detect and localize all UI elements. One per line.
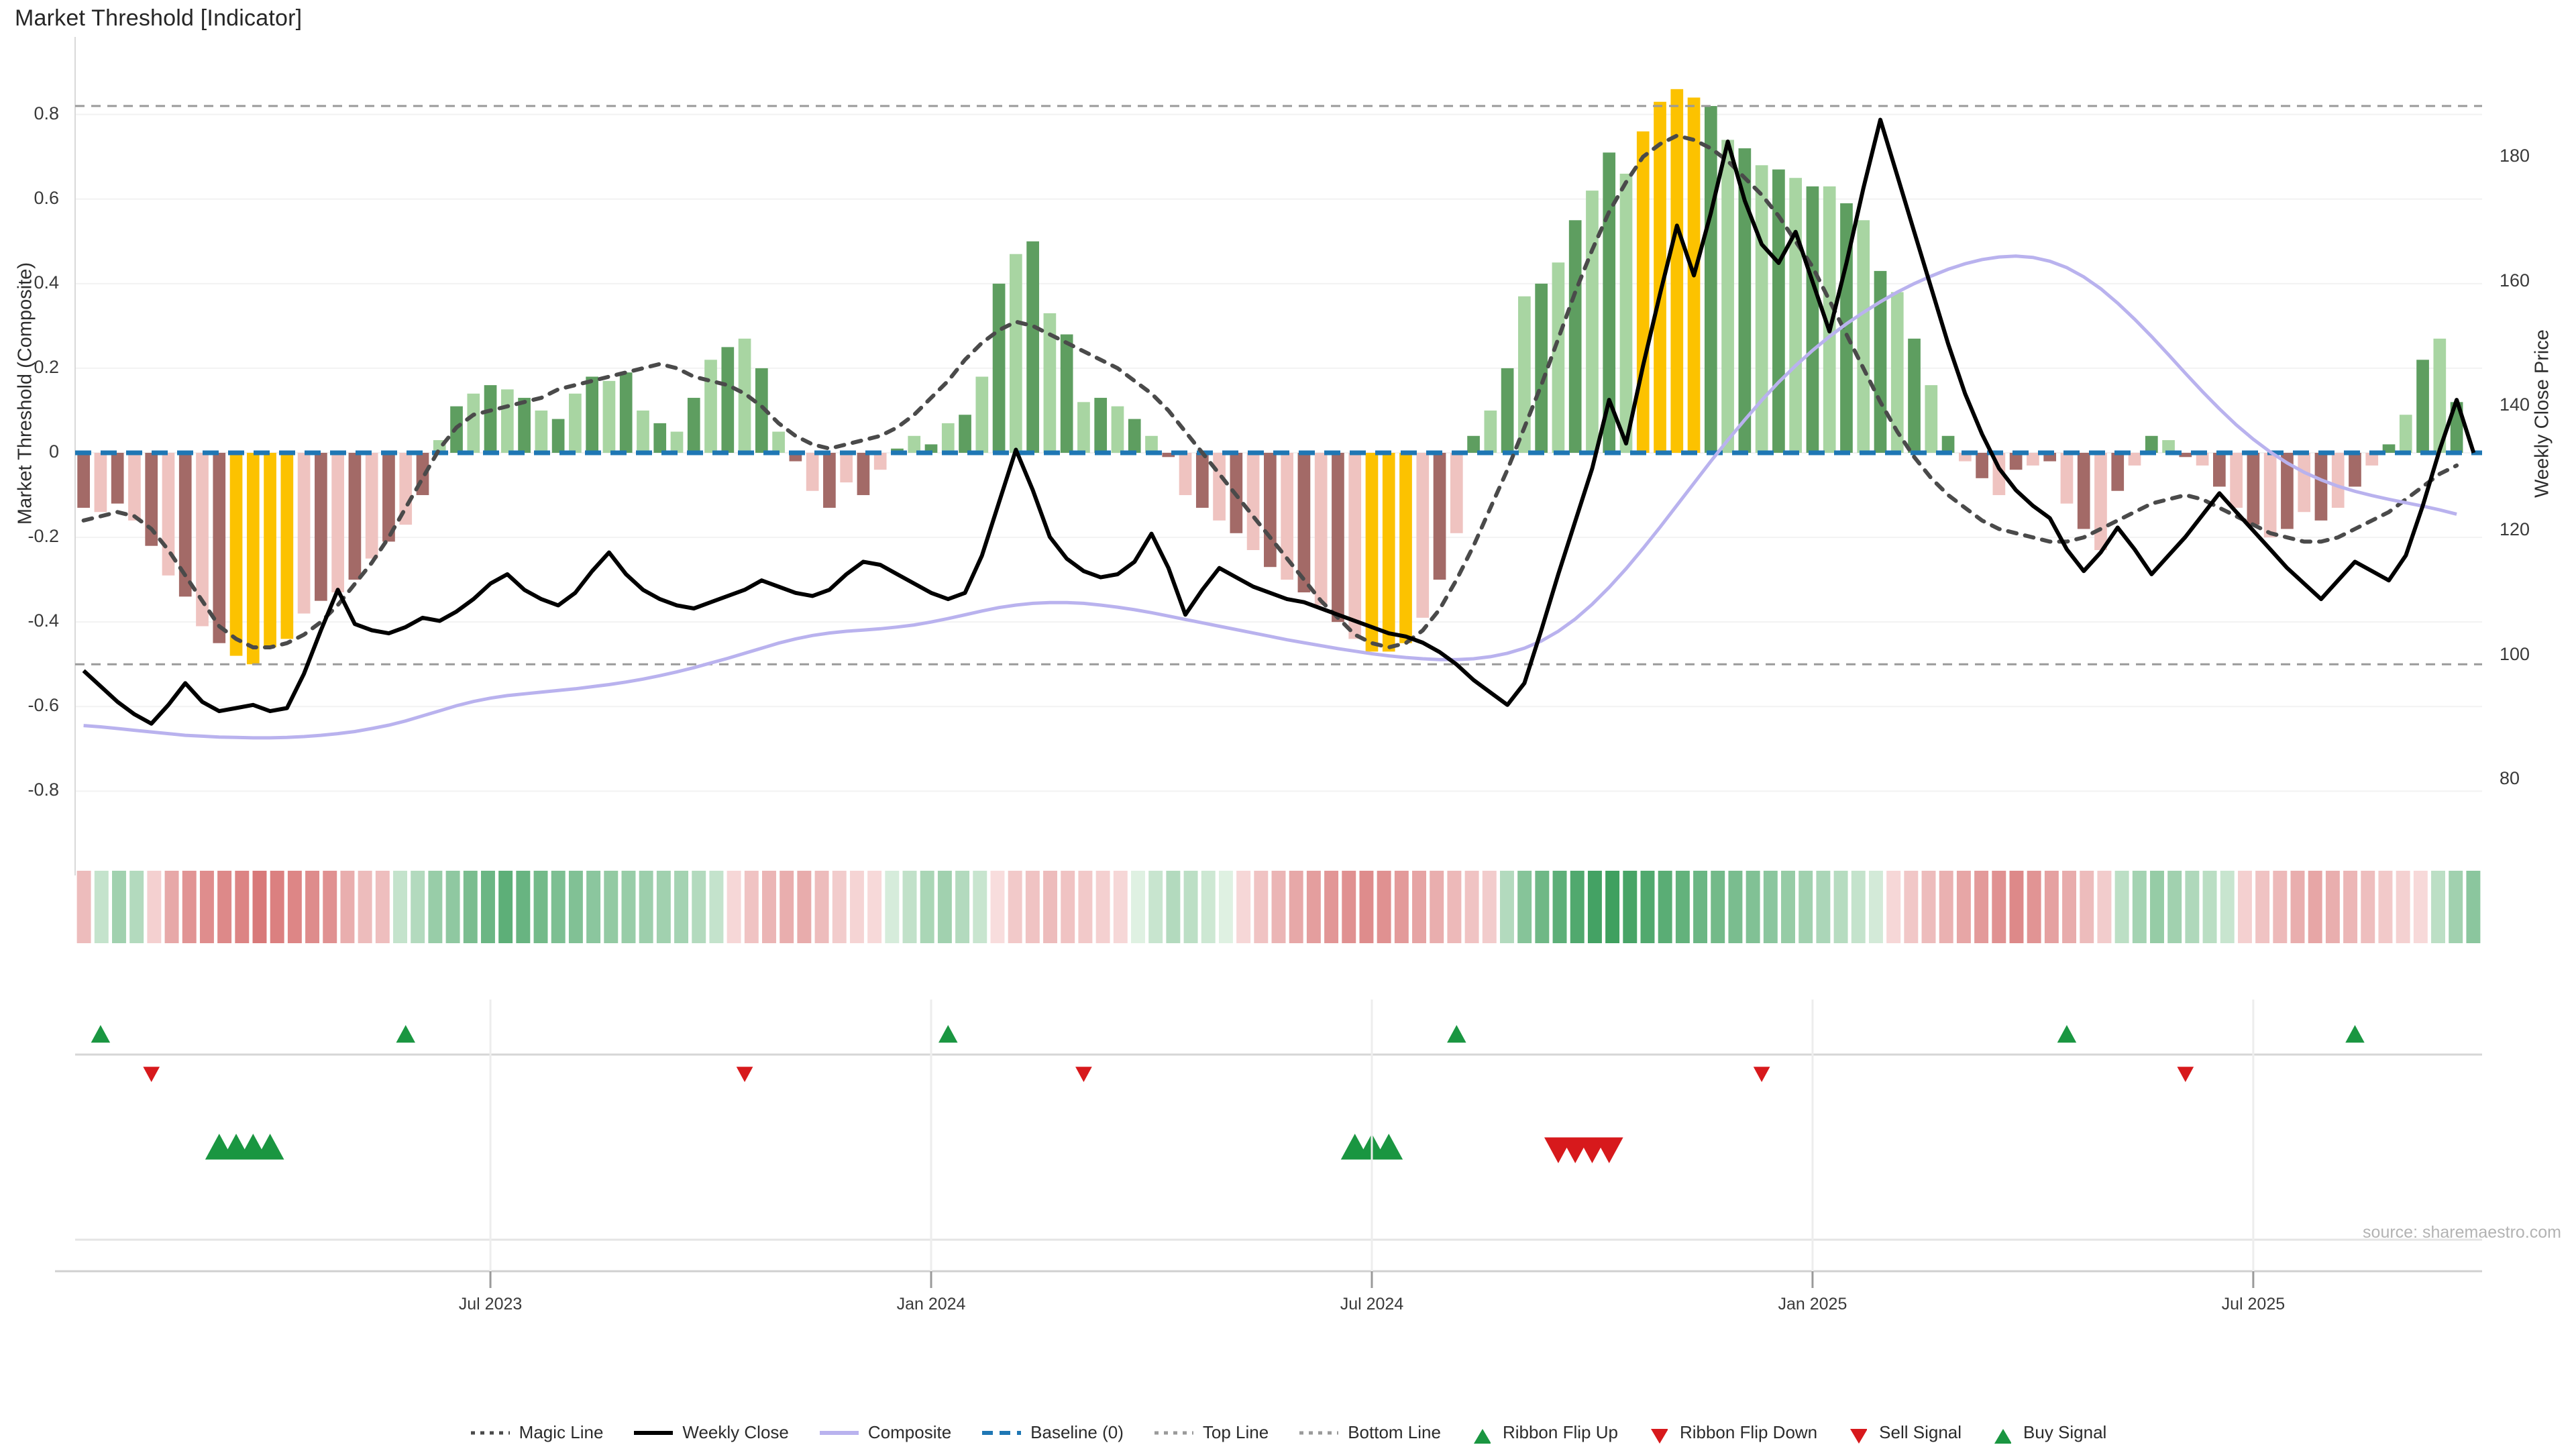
legend-label: Buy Signal xyxy=(2023,1422,2107,1442)
y-axis-left-tick: 0.2 xyxy=(34,356,59,377)
y-axis-left-tick: -0.8 xyxy=(28,780,59,800)
dotted-line-icon xyxy=(470,1426,511,1440)
legend-label: Composite xyxy=(867,1422,952,1442)
y-axis-left-tick: 0.4 xyxy=(34,272,59,292)
ribbon-flip-down-marker xyxy=(143,1067,160,1082)
legend-label: Sell Signal xyxy=(1879,1422,1962,1442)
y-axis-right-tick: 160 xyxy=(2500,270,2530,290)
signal-markers xyxy=(75,1025,2482,1241)
x-axis-tick: Jan 2025 xyxy=(1778,1295,1847,1313)
legend-item[interactable]: Top Line xyxy=(1153,1422,1269,1443)
x-axis-ticks xyxy=(55,1000,2482,1288)
solid-line-icon xyxy=(818,1426,860,1440)
weekly-close-line-series xyxy=(82,117,2476,726)
x-axis-tick: Jul 2023 xyxy=(458,1295,523,1313)
dotted-line-icon xyxy=(1153,1426,1195,1440)
legend-item[interactable]: Weekly Close xyxy=(633,1422,789,1443)
ribbon-flip-up-marker xyxy=(2345,1025,2365,1043)
legend-label: Magic Line xyxy=(519,1422,604,1442)
threshold-lines xyxy=(75,105,2482,665)
legend-item[interactable]: Sell Signal xyxy=(1847,1422,1962,1444)
legend-item[interactable]: Baseline (0) xyxy=(981,1422,1124,1443)
y-axis-left-tick: -0.6 xyxy=(28,695,59,716)
x-axis-tick: Jul 2025 xyxy=(2221,1295,2286,1313)
page-title: Market Threshold [Indicator] xyxy=(15,5,303,31)
ribbon-flip-down-marker xyxy=(1075,1067,1092,1082)
y-axis-left-tick: -0.4 xyxy=(28,610,59,631)
y-axis-right-tick: 120 xyxy=(2500,519,2530,539)
legend-label: Baseline (0) xyxy=(1030,1422,1124,1442)
y-axis-left-tick: 0.6 xyxy=(34,187,59,208)
ribbon-flip-up-marker xyxy=(2057,1025,2077,1043)
magic-line-series xyxy=(81,133,2459,650)
ribbon-flip-up-marker xyxy=(396,1025,415,1043)
triangle-down-icon xyxy=(1847,1426,1871,1444)
dotted-line-icon xyxy=(1298,1426,1340,1440)
y-axis-left-tick: 0 xyxy=(48,441,59,462)
source-attribution: source: sharemaestro.com xyxy=(2363,1223,2561,1242)
triangle-up-icon xyxy=(1470,1426,1495,1444)
ribbon-heatmap-strip xyxy=(76,871,2481,943)
ribbon-flip-up-marker xyxy=(1447,1025,1466,1043)
buy-signal-marker xyxy=(256,1134,284,1160)
buy-signal-marker xyxy=(1375,1134,1403,1160)
x-axis-tick: Jul 2024 xyxy=(1340,1295,1404,1313)
triangle-down-icon xyxy=(1648,1426,1672,1444)
legend-item[interactable]: Magic Line xyxy=(470,1422,604,1443)
triangle-up-icon xyxy=(1991,1426,2015,1444)
legend-item[interactable]: Buy Signal xyxy=(1991,1422,2107,1444)
ribbon-flip-down-marker xyxy=(736,1067,753,1082)
legend-label: Bottom Line xyxy=(1348,1422,1441,1442)
ribbon-flip-down-marker xyxy=(1753,1067,1770,1082)
sell-signal-marker xyxy=(1595,1137,1623,1163)
y-axis-left-tick: 0.8 xyxy=(34,103,59,123)
x-axis-tick: Jan 2024 xyxy=(896,1295,966,1313)
legend-label: Ribbon Flip Up xyxy=(1502,1422,1618,1442)
legend-item[interactable]: Ribbon Flip Up xyxy=(1470,1422,1618,1444)
legend-label: Weekly Close xyxy=(682,1422,789,1442)
y-axis-right-tick: 80 xyxy=(2500,768,2520,789)
ribbon-flip-up-marker xyxy=(91,1025,111,1043)
ribbon-flip-up-marker xyxy=(938,1025,958,1043)
ribbon-flip-down-marker xyxy=(2177,1067,2194,1082)
y-axis-left-tick: -0.2 xyxy=(28,526,59,547)
y-axis-right-tick: 100 xyxy=(2500,643,2530,664)
chart-legend: Magic Line Weekly Close Composite Baseline … xyxy=(0,1422,2576,1444)
composite-histogram-bars xyxy=(77,89,2463,665)
legend-item[interactable]: Ribbon Flip Down xyxy=(1648,1422,1818,1444)
legend-item[interactable]: Bottom Line xyxy=(1298,1422,1441,1443)
legend-label: Top Line xyxy=(1202,1422,1269,1442)
legend-item[interactable]: Composite xyxy=(818,1422,951,1443)
solid-line-icon xyxy=(633,1426,674,1440)
y-axis-right-tick: 180 xyxy=(2500,146,2530,166)
y-axis-right-tick: 140 xyxy=(2500,394,2530,415)
legend-label: Ribbon Flip Down xyxy=(1679,1422,1818,1442)
dashed-line-icon xyxy=(981,1426,1022,1440)
composite-line-series xyxy=(83,254,2457,740)
gridlines xyxy=(74,37,2482,875)
